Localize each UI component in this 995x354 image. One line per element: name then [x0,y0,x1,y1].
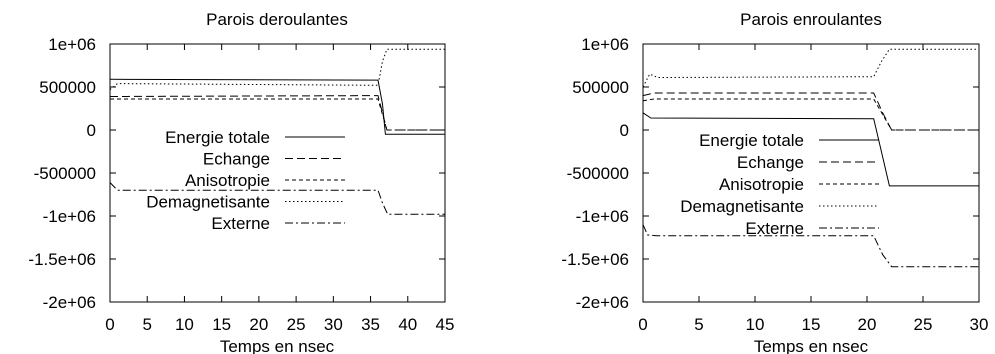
chart-right-xtick-label: 10 [746,315,765,334]
chart-left-legend-label: Echange [203,150,270,169]
chart-left-xtick-label: 40 [398,315,417,334]
chart-right-ytick-label: -500000 [567,164,629,183]
chart-right-ytick-label: -1e+06 [576,207,629,226]
chart-left-series-line [109,48,445,90]
chart-left-title: Parois deroulantes [206,10,348,29]
chart-left: Parois deroulantes -2e+06-1.5e+06-1e+06-… [28,10,454,354]
chart-left-frame [109,43,446,303]
chart-left-xtick-label: 15 [212,315,231,334]
chart-left-series-line [110,98,445,131]
chart-right-xtick-label: 0 [638,315,647,334]
chart-right-frame [642,43,980,303]
chart-left-ytick-label: 1e+06 [48,35,96,54]
chart-left-xlabel: Temps en nsec [220,337,335,354]
chart-right-title: Parois enroulantes [740,10,882,29]
chart-left-legend-label: Externe [211,214,270,233]
chart-right-ytick-label: 0 [620,121,629,140]
chart-left-series-line [109,78,445,135]
chart-left-xtick-label: 5 [142,315,151,334]
chart-right-plot: -2e+06 -1.5e+06 -1e+06 -500000 0 500000 1e+06 0… [561,35,988,334]
chart-left-ytick-label: 0 [87,121,96,140]
chart-right-xtick-label: 5 [694,315,703,334]
chart-right-xtick-label: 20 [858,315,877,334]
chart-left-legend-label: Anisotropie [185,171,270,190]
chart-right-series-line [642,98,979,131]
chart-right-ytick-label: -1.5e+06 [561,250,629,269]
chart-right-xtick-label: 25 [914,315,933,334]
chart-right-legend-label: Anisotropie [719,175,804,194]
chart-left-xtick-label: 0 [105,315,114,334]
chart-left-ytick-label: -500000 [34,164,96,183]
chart-left-xtick-label: 10 [175,315,194,334]
chart-right-series-line [642,92,979,131]
chart-left-ytick-label: 500000 [39,78,96,97]
chart-left-legend-label: Energie totale [165,128,270,147]
chart-left-legend-label: Demagnetisante [146,193,270,212]
chart-left-ytick-label: -1.5e+06 [28,250,96,269]
chart-right-legend-label: Externe [745,219,804,238]
chart-left-ytick-label: -1e+06 [43,207,96,226]
chart-right-legend-label: Energie totale [699,131,804,150]
chart-left-ytick-label: -2e+06 [43,293,96,312]
chart-right-legend-label: Demagnetisante [680,197,804,216]
chart-right-xtick-label: 15 [802,315,821,334]
chart-right-ytick-label: 1e+06 [581,35,629,54]
chart-right-series-line [642,48,979,88]
chart-left-series-line [109,182,445,215]
chart-right-series-line [642,224,979,268]
chart-left-xtick-label: 30 [324,315,343,334]
chart-right-ytick-label: 500000 [572,78,629,97]
chart-right-ytick-label: -2e+06 [576,293,629,312]
chart-right: Parois enroulantes -2e+06-1.5e+06-1e+06-… [561,10,988,354]
chart-left-plot: -2e+06 -1.5e+06 -1e+06 -500000 0 500000 1e+06 0… [28,35,454,334]
chart-right-series-line [642,112,979,187]
chart-left-xtick-label: 25 [287,315,306,334]
chart-right-xlabel: Temps en nsec [754,337,869,354]
chart-right-xtick-label: 30 [970,315,989,334]
chart-left-xtick-label: 35 [361,315,380,334]
chart-left-xtick-label: 20 [249,315,268,334]
chart-left-series-line [109,95,445,131]
chart-right-legend-label: Echange [737,153,804,172]
chart-left-xtick-label: 45 [436,315,455,334]
